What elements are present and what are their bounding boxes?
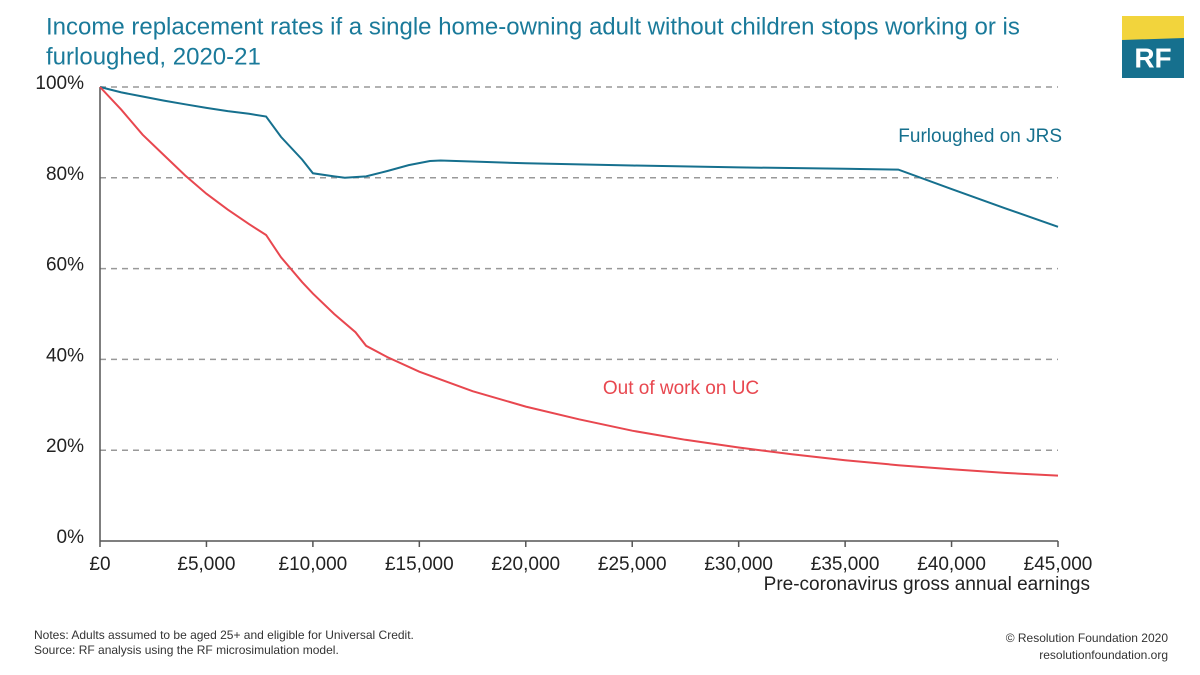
y-tick-label: 20% <box>46 436 84 457</box>
x-tick-label: £25,000 <box>598 554 667 575</box>
copyright: © Resolution Foundation 2020 <box>1006 631 1169 645</box>
chart-title-line2: furloughed, 2020-21 <box>46 43 261 70</box>
y-tick-label: 80% <box>46 164 84 185</box>
x-tick-label: £35,000 <box>811 554 880 575</box>
series-line <box>99 86 1059 228</box>
logo-stripe <box>1122 16 1184 40</box>
notes: Notes: Adults assumed to be aged 25+ and… <box>34 628 414 642</box>
x-tick-label: £5,000 <box>177 554 235 575</box>
series-line <box>99 86 1059 477</box>
y-tick-label: 100% <box>35 73 84 94</box>
x-tick-label: £20,000 <box>491 554 560 575</box>
y-tick-label: 40% <box>46 345 84 366</box>
series-label: Furloughed on JRS <box>898 126 1062 147</box>
source: Source: RF analysis using the RF microsi… <box>34 643 339 657</box>
x-axis-label: Pre-coronavirus gross annual earnings <box>764 574 1090 595</box>
x-tick-label: £10,000 <box>279 554 348 575</box>
y-tick-label: 0% <box>57 527 85 548</box>
chart-title-line1: Income replacement rates if a single hom… <box>46 13 1020 40</box>
series-label: Out of work on UC <box>603 378 759 399</box>
logo-text: RF <box>1134 42 1171 73</box>
y-tick-label: 60% <box>46 255 84 276</box>
x-tick-label: £0 <box>89 554 110 575</box>
x-tick-label: £45,000 <box>1024 554 1093 575</box>
website: resolutionfoundation.org <box>1039 648 1168 662</box>
x-tick-label: £40,000 <box>917 554 986 575</box>
x-tick-label: £15,000 <box>385 554 454 575</box>
x-tick-label: £30,000 <box>704 554 773 575</box>
